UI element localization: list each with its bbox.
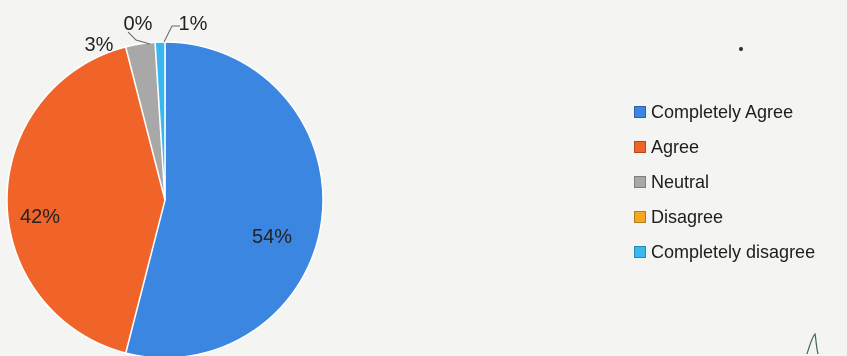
- legend-item-completely-agree: Completely Agree: [634, 100, 815, 124]
- pie-slice-agree: [6, 46, 166, 354]
- label-disagree: 0%: [124, 13, 153, 35]
- legend-item-completely-disagree: Completely disagree: [634, 240, 815, 264]
- legend-swatch-disagree: [634, 211, 646, 223]
- legend-swatch-completely-agree: [634, 106, 646, 118]
- legend-item-disagree: Disagree: [634, 205, 815, 229]
- legend-label: Completely disagree: [651, 241, 816, 262]
- leader-lines: [127, 25, 180, 45]
- leader-line-disagree: [127, 31, 151, 45]
- legend-label: Completely Agree: [651, 101, 794, 122]
- label-neutral: 3%: [85, 34, 114, 56]
- legend-swatch-agree: [634, 141, 646, 153]
- pie-slices: [6, 41, 324, 356]
- pen-mark: [806, 332, 819, 355]
- stray-dot: [739, 47, 743, 51]
- legend-label: Disagree: [651, 206, 724, 227]
- pie-slice-completely-agree: [124, 41, 324, 356]
- label-completely-disagree: 1%: [179, 13, 208, 35]
- label-completely-agree: 54%: [252, 226, 292, 248]
- legend-item-neutral: Neutral: [634, 170, 815, 194]
- chart-legend: Completely Agree Agree Neutral Disagree …: [634, 100, 815, 264]
- legend-label: Agree: [651, 136, 700, 157]
- legend-item-agree: Agree: [634, 135, 815, 159]
- leader-line-completely-disagree: [163, 25, 180, 43]
- pie-slice-completely-disagree: [154, 41, 166, 201]
- pie-labels: 54% 42% 3% 0% 1%: [20, 13, 292, 248]
- label-agree: 42%: [20, 206, 60, 228]
- legend-swatch-neutral: [634, 176, 646, 188]
- legend-label: Neutral: [651, 171, 710, 192]
- legend-swatch-completely-disagree: [634, 246, 646, 258]
